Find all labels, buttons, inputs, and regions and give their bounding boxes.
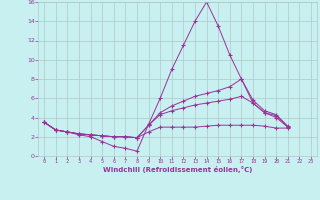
X-axis label: Windchill (Refroidissement éolien,°C): Windchill (Refroidissement éolien,°C) xyxy=(103,166,252,173)
